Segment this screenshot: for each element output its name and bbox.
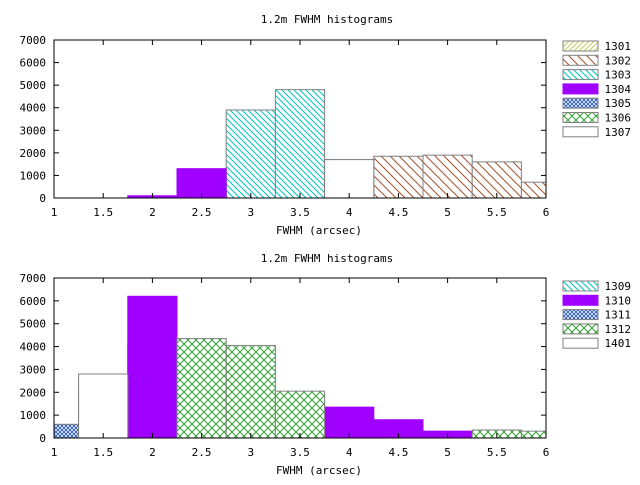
chart2-x-tick-label-2: 2: [149, 446, 156, 459]
chart2-legend-swatch-1401: [562, 337, 599, 349]
chart2-legend-swatch-1312: [562, 323, 599, 335]
chart1-legend-label-1303: 1303: [605, 69, 632, 82]
chart1-title: 1.2m FWHM histograms: [261, 13, 393, 26]
chart2-x-tick-label-9: 5.5: [487, 446, 507, 459]
chart1-legend-swatch-1301: [562, 40, 599, 52]
chart1-x-tick-label-2: 2: [149, 206, 156, 219]
chart1-bar-1302-8: [422, 154, 473, 199]
chart2-x-tick-label-5: 3.5: [290, 446, 310, 459]
chart2-bar-1312-4: [225, 344, 276, 439]
chart2-legend-label-1309: 1309: [605, 280, 632, 293]
chart1-x-tick-label-9: 5.5: [487, 206, 507, 219]
chart2-bar-1312-5: [274, 390, 326, 439]
chart1-bar-1302-10: [520, 181, 547, 199]
chart1-x-tick-label-3: 2.5: [192, 206, 212, 219]
chart1-legend-label-1306: 1306: [605, 112, 632, 125]
chart1-y-tick-label-6: 6000: [20, 57, 47, 70]
chart2-bar-1312-3: [176, 338, 227, 439]
chart2-x-tick-label-1: 1.5: [93, 446, 113, 459]
chart2-legend-label-1401: 1401: [605, 337, 632, 350]
chart1-y-tick-label-1: 1000: [20, 169, 47, 182]
chart1-legend-label-1307: 1307: [605, 126, 632, 139]
chart1-x-tick-label-5: 3.5: [290, 206, 310, 219]
chart1-x-tick-label-0: 1: [51, 206, 58, 219]
chart2-bar-1312-10: [520, 430, 547, 439]
chart1-x-tick-label-4: 3: [247, 206, 254, 219]
chart2-legend-label-1310: 1310: [605, 294, 632, 307]
chart1-legend-label-1301: 1301: [605, 40, 632, 53]
chart1-bar-1303-4: [225, 109, 276, 199]
chart1-bar-1307-6: [324, 159, 375, 199]
chart2-bar-1310-2: [127, 295, 178, 439]
chart1-bar-1302-9: [471, 161, 522, 199]
chart2-y-tick-label-7: 7000: [20, 272, 47, 285]
chart1-legend-swatch-1304: [562, 83, 599, 95]
chart2-x-tick-label-10: 6: [543, 446, 550, 459]
chart2-x-tick-label-0: 1: [51, 446, 58, 459]
chart2-y-tick-label-0: 0: [39, 432, 46, 445]
chart2-legend-label-1311: 1311: [605, 309, 632, 322]
chart2-x-tick-label-7: 4.5: [388, 446, 408, 459]
chart2-y-tick-label-2: 2000: [20, 386, 47, 399]
chart2-title: 1.2m FWHM histograms: [261, 252, 393, 265]
chart1-legend-swatch-1307: [562, 126, 599, 138]
chart1-x-tick-label-6: 4: [346, 206, 353, 219]
chart2-x-tick-label-3: 2.5: [192, 446, 212, 459]
chart2-legend-label-1312: 1312: [605, 323, 632, 336]
chart1-y-tick-label-0: 0: [39, 192, 46, 205]
chart1-legend-swatch-1303: [562, 69, 599, 81]
chart2-x-axis-label: FWHM (arcsec): [276, 464, 362, 477]
chart1-y-tick-label-3: 3000: [20, 124, 47, 137]
chart2-x-tick-label-6: 4: [346, 446, 353, 459]
chart2-y-tick-label-5: 5000: [20, 318, 47, 331]
chart2-y-tick-label-3: 3000: [20, 363, 47, 376]
chart2-y-tick-label-1: 1000: [20, 409, 47, 422]
chart2-bar-1311-0: [53, 423, 80, 439]
chart2-legend-swatch-1310: [562, 294, 599, 306]
chart2-y-tick-label-6: 6000: [20, 295, 47, 308]
chart1-x-axis-label: FWHM (arcsec): [276, 224, 362, 237]
chart2-bar-1401-1: [78, 373, 129, 439]
chart1-bar-1302-7: [373, 155, 424, 199]
chart2-legend-swatch-1309: [562, 280, 599, 292]
chart2-x-tick-label-4: 3: [247, 446, 254, 459]
chart1-y-tick-label-7: 7000: [20, 34, 47, 47]
chart1-legend-swatch-1306: [562, 112, 599, 123]
chart2-legend-swatch-1311: [562, 309, 599, 321]
chart2-bar-1310-6: [324, 406, 375, 439]
chart1-y-tick-label-5: 5000: [20, 79, 47, 92]
chart1-x-tick-label-10: 6: [543, 206, 550, 219]
chart1-y-tick-label-2: 2000: [20, 147, 47, 160]
chart1-y-tick-label-4: 4000: [20, 102, 47, 115]
chart1-legend-label-1305: 1305: [605, 97, 632, 110]
chart1-x-tick-label-7: 4.5: [388, 206, 408, 219]
chart2-y-tick-label-4: 4000: [20, 341, 47, 354]
chart1-x-tick-label-8: 5: [444, 206, 451, 219]
chart2-x-tick-label-8: 5: [444, 446, 451, 459]
chart1-legend-label-1304: 1304: [605, 83, 632, 96]
chart1-x-tick-label-1: 1.5: [93, 206, 113, 219]
chart1-legend-swatch-1302: [562, 54, 599, 66]
chart1-bar-1303-5: [274, 89, 326, 199]
chart1-legend-swatch-1305: [562, 97, 599, 109]
chart1-legend-label-1302: 1302: [605, 54, 632, 67]
